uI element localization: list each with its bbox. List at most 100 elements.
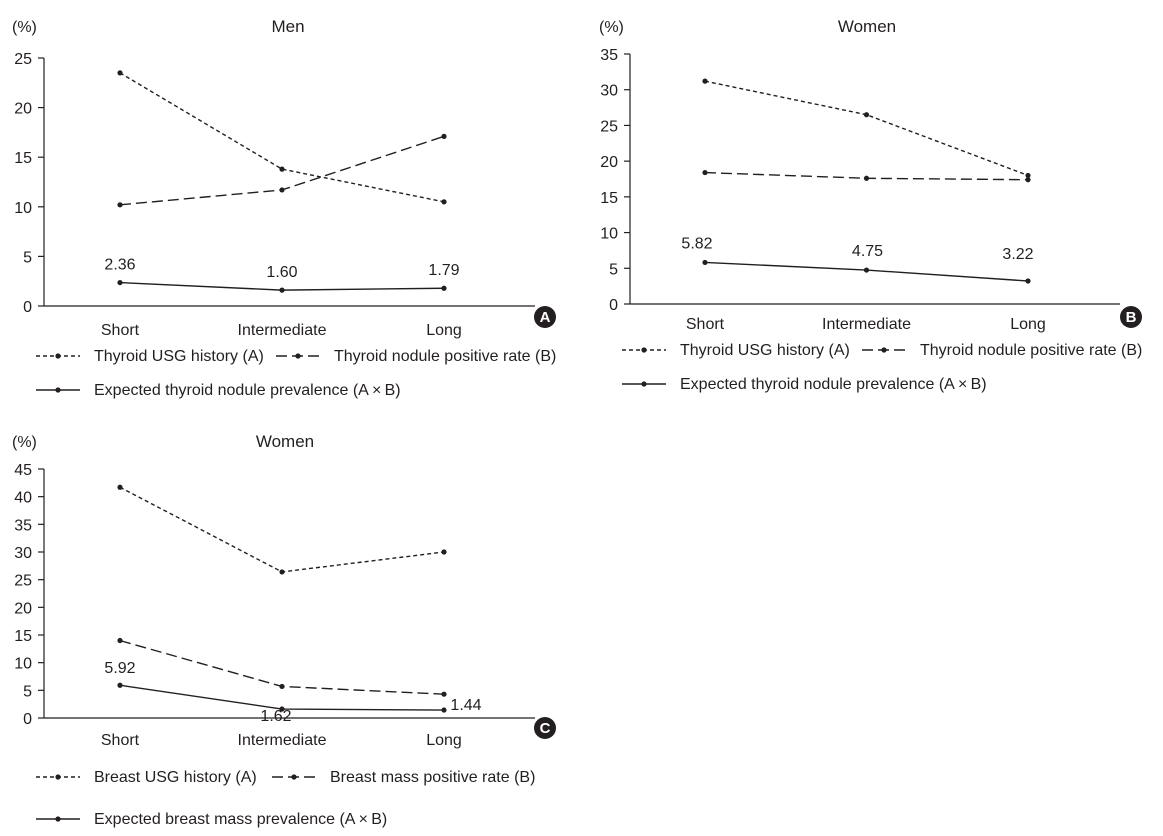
legend-symbol-dashed bbox=[862, 347, 906, 353]
y-tick-label: 20 bbox=[600, 154, 618, 171]
data-label: 5.92 bbox=[104, 660, 135, 677]
data-point bbox=[441, 285, 447, 291]
y-tick-label: 40 bbox=[14, 490, 32, 507]
y-tick-label: 35 bbox=[14, 517, 32, 534]
data-label: 1.60 bbox=[266, 264, 297, 281]
data-point bbox=[863, 112, 870, 118]
data-point bbox=[279, 287, 285, 293]
y-tick-label: 20 bbox=[14, 101, 32, 118]
y-tick-label: 25 bbox=[600, 118, 618, 135]
legend-symbol-solid bbox=[36, 387, 80, 393]
chart-panel-a: 0 5 10 15 20 25 Short Intermediate Long Men (%) 2.3… bbox=[12, 17, 556, 399]
data-point bbox=[279, 683, 285, 690]
legend-symbol-dotted bbox=[622, 347, 666, 353]
data-point bbox=[441, 133, 447, 139]
legend-symbol-solid bbox=[622, 381, 666, 387]
x-tick-label: Long bbox=[426, 732, 462, 749]
series-line-dotted bbox=[119, 486, 445, 573]
panel-badge-letter: B bbox=[1126, 309, 1137, 326]
legend-symbol-dashed bbox=[272, 774, 316, 780]
y-tick-label: 0 bbox=[23, 711, 32, 728]
data-point bbox=[441, 549, 447, 555]
legend-label: Thyroid USG history (A) bbox=[94, 348, 264, 365]
y-tick-label: 10 bbox=[600, 226, 618, 243]
x-tick-label: Intermediate bbox=[822, 316, 911, 333]
y-tick-label: 25 bbox=[14, 573, 32, 590]
legend-label: Thyroid nodule positive rate (B) bbox=[920, 342, 1142, 359]
data-point bbox=[1025, 278, 1031, 284]
data-point bbox=[117, 484, 123, 490]
series-line-dotted bbox=[119, 72, 445, 203]
data-point bbox=[441, 691, 447, 697]
legend-label: Thyroid nodule positive rate (B) bbox=[334, 348, 556, 365]
panel-badge: C bbox=[534, 717, 556, 739]
legend-label: Breast mass positive rate (B) bbox=[330, 769, 535, 786]
data-point bbox=[702, 78, 708, 84]
data-point bbox=[117, 682, 123, 688]
data-point bbox=[279, 187, 285, 193]
data-label: 1.62 bbox=[260, 708, 291, 725]
data-point bbox=[279, 706, 285, 712]
x-tick-label: Long bbox=[1010, 316, 1046, 333]
data-label: 1.79 bbox=[428, 262, 459, 279]
y-axis-unit: (%) bbox=[12, 434, 37, 451]
y-tick-label: 45 bbox=[14, 462, 32, 479]
legend-label: Breast USG history (A) bbox=[94, 769, 257, 786]
data-point bbox=[441, 199, 447, 205]
data-point bbox=[279, 166, 285, 172]
x-tick-label: Short bbox=[101, 732, 140, 749]
data-point bbox=[1025, 177, 1031, 183]
legend-symbol-dotted bbox=[36, 774, 80, 780]
data-point bbox=[117, 202, 123, 208]
x-tick-label: Intermediate bbox=[238, 322, 327, 339]
data-point bbox=[117, 70, 123, 76]
data-point bbox=[702, 169, 708, 176]
y-axis-unit: (%) bbox=[12, 19, 37, 36]
x-tick-label: Short bbox=[686, 316, 725, 333]
y-tick-label: 5 bbox=[23, 683, 32, 700]
x-tick-label: Short bbox=[101, 322, 140, 339]
panel-badge: A bbox=[534, 306, 556, 328]
data-point bbox=[863, 175, 870, 181]
y-tick-label: 15 bbox=[14, 150, 32, 167]
data-label: 2.36 bbox=[104, 257, 135, 274]
data-point bbox=[702, 259, 708, 266]
panel-badge-letter: C bbox=[540, 720, 551, 737]
data-label: 3.22 bbox=[1002, 246, 1033, 263]
legend: Thyroid USG history (A) Thyroid nodule po… bbox=[622, 342, 1142, 393]
series-line-dotted bbox=[704, 80, 1029, 177]
chart-panel-b: 0 5 10 15 20 25 30 35 Short Intermediate Long Women… bbox=[599, 17, 1142, 393]
data-label: 1.44 bbox=[450, 697, 481, 714]
chart-panel-c: 0 5 10 15 20 25 30 35 40 45 Short Intermediate Long W… bbox=[12, 432, 556, 828]
legend: Breast USG history (A) Breast mass positi… bbox=[36, 769, 535, 828]
data-point bbox=[1025, 172, 1031, 179]
chart-title: Women bbox=[838, 17, 896, 36]
y-tick-label: 0 bbox=[23, 299, 32, 316]
y-tick-label: 10 bbox=[14, 200, 32, 217]
y-tick-label: 25 bbox=[14, 51, 32, 68]
y-tick-label: 30 bbox=[600, 83, 618, 100]
legend-symbol-solid bbox=[36, 816, 80, 822]
legend-symbol-dashed bbox=[276, 353, 320, 359]
data-point bbox=[863, 267, 870, 273]
chart-title: Men bbox=[271, 17, 304, 36]
y-tick-label: 5 bbox=[609, 261, 618, 278]
y-tick-label: 15 bbox=[600, 190, 618, 207]
x-tick-label: Long bbox=[426, 322, 462, 339]
data-label: 5.82 bbox=[681, 235, 712, 252]
panel-badge-letter: A bbox=[540, 309, 551, 326]
y-tick-label: 15 bbox=[14, 628, 32, 645]
legend: Thyroid USG history (A) Thyroid nodule po… bbox=[36, 348, 556, 399]
data-label: 4.75 bbox=[852, 243, 883, 260]
y-tick-label: 20 bbox=[14, 600, 32, 617]
chart-title: Women bbox=[256, 432, 314, 451]
y-tick-label: 35 bbox=[600, 47, 618, 64]
y-tick-label: 10 bbox=[14, 656, 32, 673]
y-tick-label: 0 bbox=[609, 297, 618, 314]
y-tick-label: 5 bbox=[23, 249, 32, 266]
data-point bbox=[117, 279, 123, 286]
legend-label: Expected thyroid nodule prevalence (A × … bbox=[680, 376, 987, 393]
data-point bbox=[441, 707, 447, 713]
y-axis-unit: (%) bbox=[599, 19, 624, 36]
data-point bbox=[117, 637, 123, 644]
